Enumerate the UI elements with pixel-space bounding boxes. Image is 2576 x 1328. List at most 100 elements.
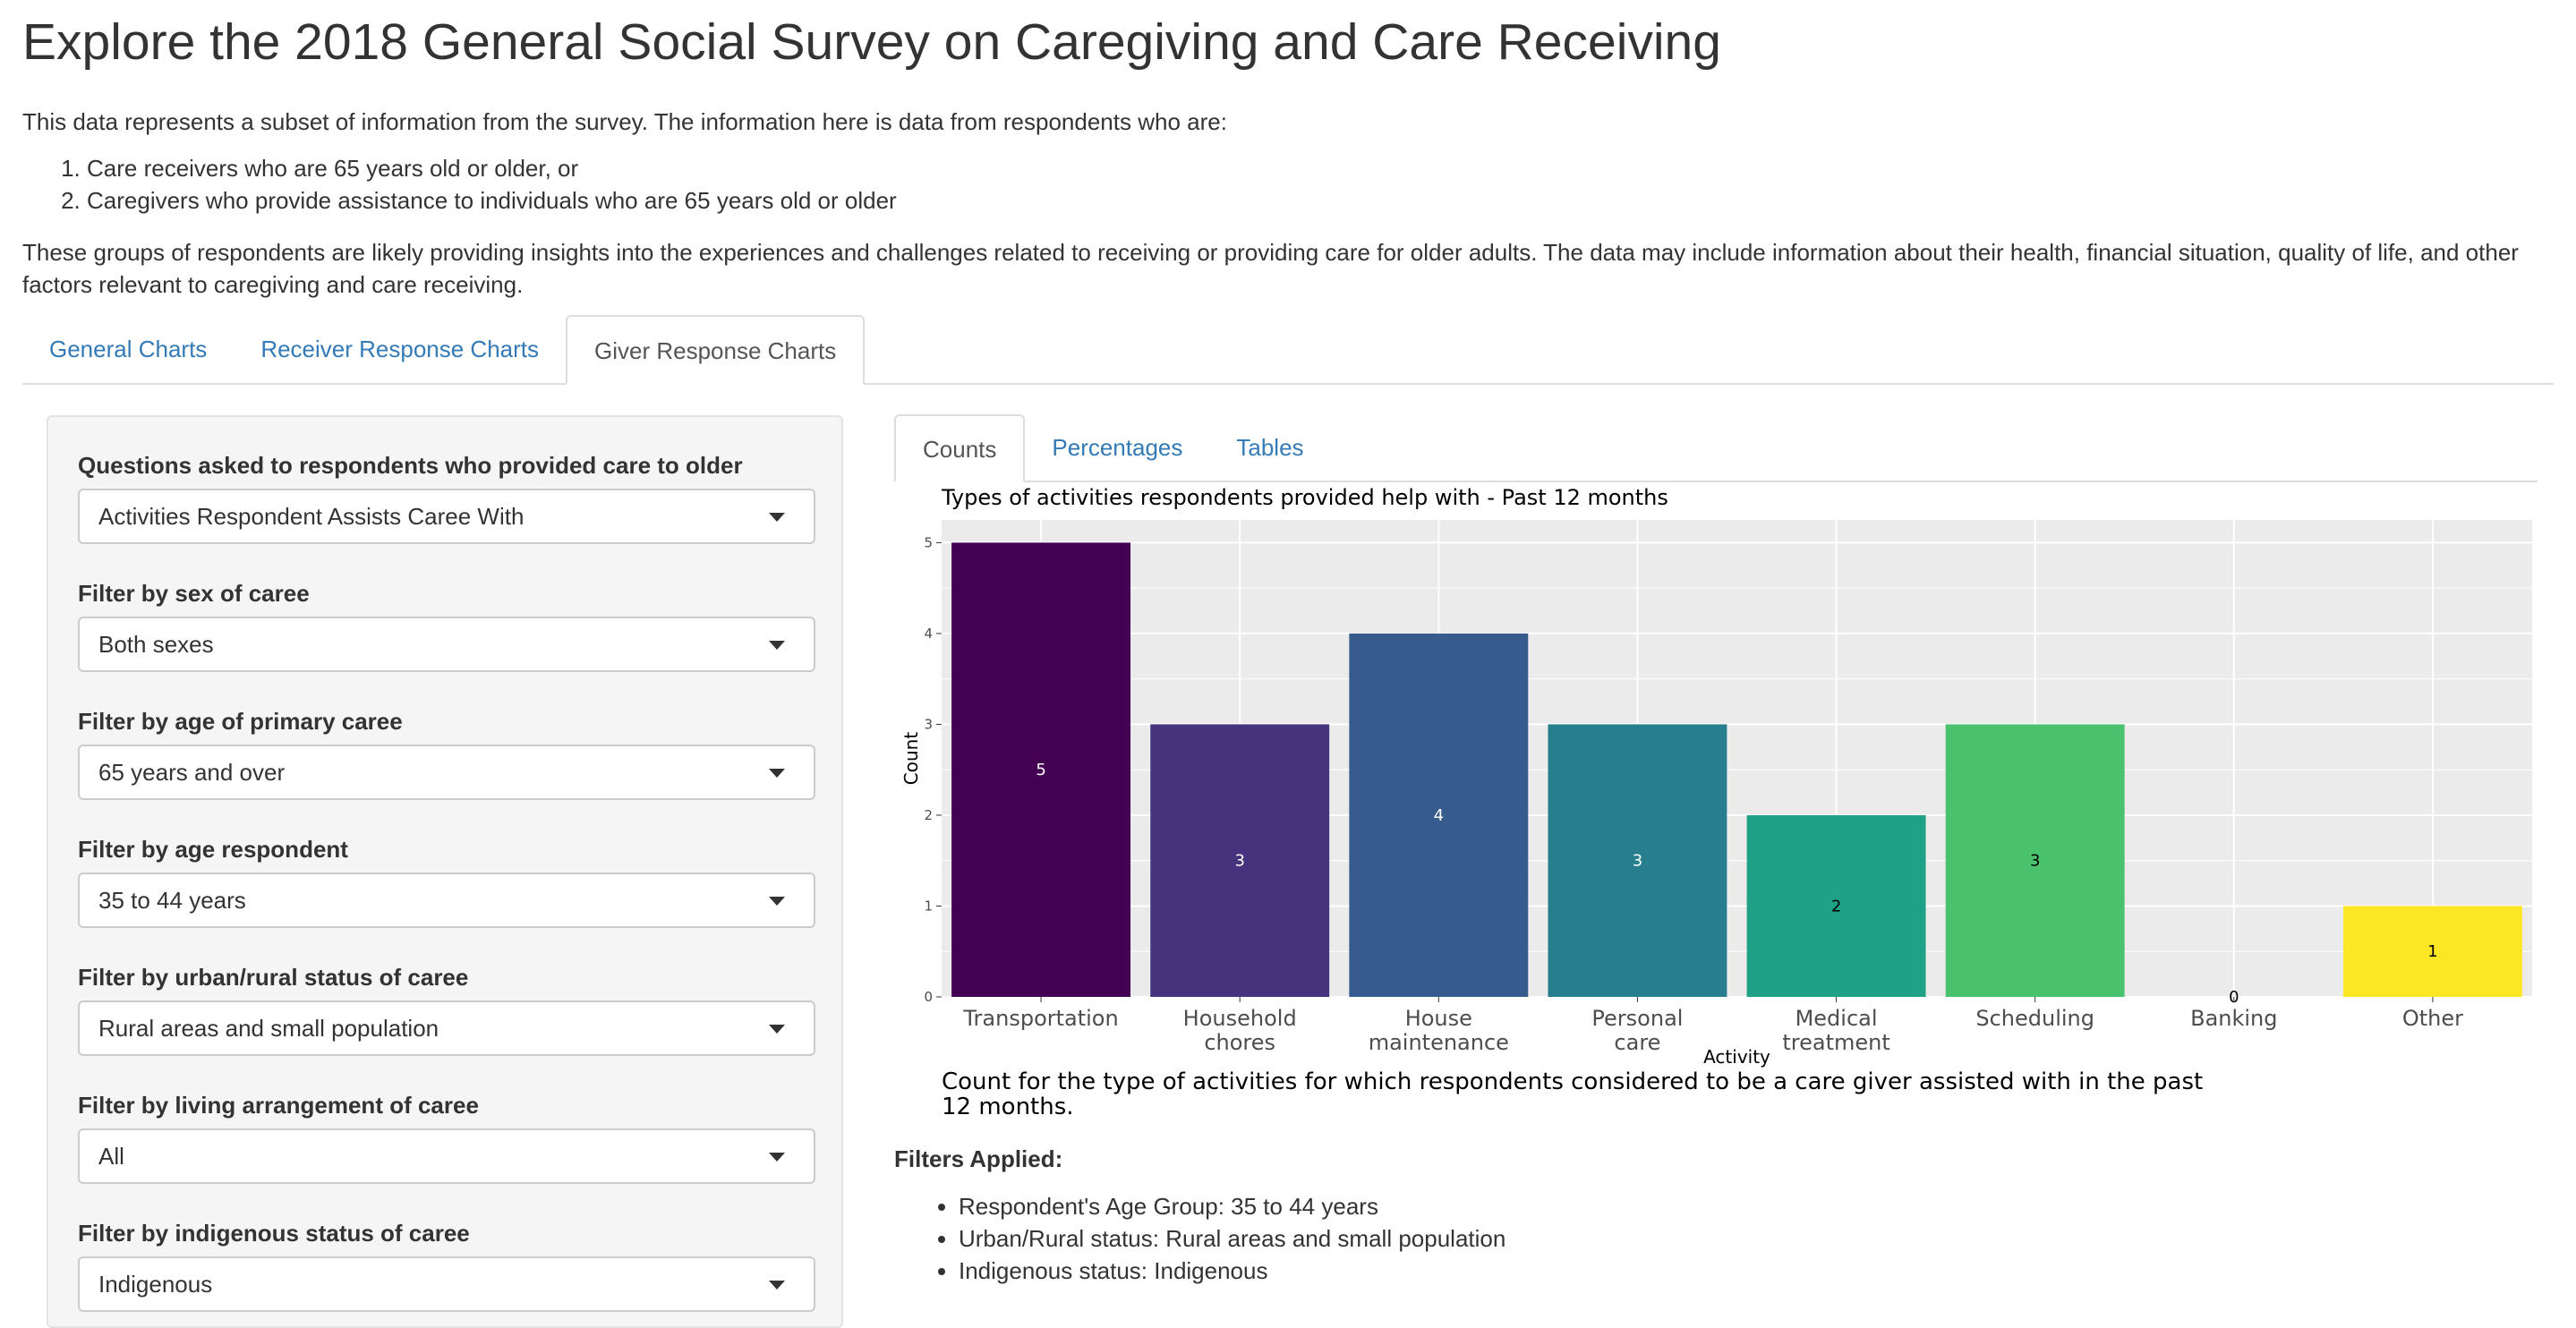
urban-rural-filter-label: Filter by urban/rural status of caree (78, 964, 469, 991)
x-tick-label: Personal care (1591, 1006, 1683, 1055)
caree-age-filter-group: Filter by age of primary caree 65 years … (78, 705, 815, 800)
respondent-age-filter-group: Filter by age respondent 35 to 44 years (78, 833, 815, 928)
chevron-down-icon (769, 1025, 785, 1034)
filters-applied-title: Filters Applied: (894, 1145, 1063, 1172)
chevron-down-icon (769, 897, 785, 906)
x-tick-label-line: Scheduling (1975, 1006, 2094, 1031)
x-tick-label-line: care (1614, 1030, 1660, 1055)
chevron-down-icon (769, 1153, 785, 1162)
chart-title: Types of activities respondents provided… (941, 485, 1668, 510)
sex-filter-group: Filter by sex of caree Both sexes (78, 577, 815, 672)
main-tab-bar: General Charts Receiver Response Charts … (22, 315, 2554, 385)
x-tick-label: Banking (2190, 1006, 2277, 1031)
sex-filter-select[interactable]: Both sexes (78, 617, 815, 672)
indigenous-filter-group: Filter by indigenous status of caree Ind… (78, 1217, 815, 1312)
list-item: Caregivers who provide assistance to ind… (87, 184, 897, 217)
list-item: Indigenous status: Indigenous (959, 1255, 1506, 1287)
x-tick-label: Medical treatment (1782, 1006, 1889, 1055)
living-arrangement-filter-group: Filter by living arrangement of caree Al… (78, 1089, 815, 1184)
y-axis-label: Count (900, 732, 922, 786)
y-tick-label: 2 (924, 807, 933, 823)
living-arrangement-filter-label: Filter by living arrangement of caree (78, 1092, 479, 1119)
page-title: Explore the 2018 General Social Survey o… (22, 13, 1721, 71)
respondent-age-filter-label: Filter by age respondent (78, 836, 348, 863)
y-tick-label: 5 (924, 534, 933, 550)
living-arrangement-filter-value: All (98, 1143, 124, 1170)
y-tick-label: 1 (924, 898, 933, 914)
activities-bar-chart: Types of activities respondents provided… (900, 485, 2532, 1068)
indigenous-filter-label: Filter by indigenous status of caree (78, 1220, 470, 1247)
urban-rural-filter-group: Filter by urban/rural status of caree Ru… (78, 961, 815, 1056)
sex-filter-value: Both sexes (98, 631, 214, 658)
x-tick-label: Other (2402, 1006, 2463, 1031)
urban-rural-filter-value: Rural areas and small population (98, 1015, 439, 1042)
bar-personal-care (1548, 724, 1727, 997)
x-tick-label: Transportation (962, 1006, 1118, 1031)
x-tick-label-line: House (1405, 1006, 1472, 1031)
x-tick-label-line: Medical (1796, 1006, 1878, 1031)
x-tick-label-line: Household (1183, 1006, 1297, 1031)
tab-giver-response-charts[interactable]: Giver Response Charts (566, 315, 866, 385)
y-tick-label: 4 (924, 626, 933, 642)
bar-medical-treatment (1746, 814, 1926, 997)
chart-tab-bar: Counts Percentages Tables (894, 414, 2538, 482)
bar-household-chores (1150, 724, 1330, 997)
description-text: These groups of respondents are likely p… (22, 239, 2519, 298)
filters-applied-list: Respondent's Age Group: 35 to 44 years U… (894, 1190, 1506, 1287)
bar-house-maintenance (1349, 633, 1529, 997)
caree-age-filter-label: Filter by age of primary caree (78, 708, 403, 735)
data-label: 1 (2427, 942, 2437, 961)
bar-other (2342, 906, 2522, 997)
caree-age-filter-select[interactable]: 65 years and over (78, 745, 815, 800)
urban-rural-filter-select[interactable]: Rural areas and small population (78, 1000, 815, 1056)
data-label: 2 (1831, 897, 1841, 915)
tab-tables[interactable]: Tables (1236, 434, 1304, 461)
caree-age-filter-value: 65 years and over (98, 759, 286, 786)
data-label: 3 (1234, 852, 1244, 871)
data-label: 3 (1633, 852, 1642, 871)
data-label: 5 (1036, 761, 1045, 779)
x-tick-label-line: Other (2402, 1006, 2463, 1031)
x-tick-label-line: maintenance (1369, 1030, 1509, 1055)
question-select[interactable]: Activities Respondent Assists Caree With (78, 489, 815, 544)
sex-filter-label: Filter by sex of caree (78, 580, 310, 607)
tab-general-charts[interactable]: General Charts (49, 336, 208, 362)
x-tick-label: Household chores (1183, 1006, 1297, 1055)
bar-scheduling (1945, 724, 2125, 997)
x-tick-label-line: chores (1204, 1030, 1275, 1055)
indigenous-filter-value: Indigenous (98, 1271, 213, 1298)
data-label: 3 (2030, 852, 2040, 871)
x-tick-label-line: Personal (1591, 1006, 1683, 1031)
tab-percentages[interactable]: Percentages (1052, 434, 1183, 461)
x-tick-label: Scheduling (1975, 1006, 2094, 1031)
x-tick-label-line: Banking (2190, 1006, 2277, 1031)
list-item: Respondent's Age Group: 35 to 44 years (959, 1190, 1506, 1222)
sidebar-filter-panel: Questions asked to respondents who provi… (47, 415, 843, 1328)
y-tick-label: 3 (924, 716, 933, 732)
tab-receiver-response-charts[interactable]: Receiver Response Charts (260, 336, 540, 362)
chart-caption: Count for the type of activities for whi… (942, 1068, 2204, 1120)
living-arrangement-filter-select[interactable]: All (78, 1128, 815, 1184)
respondent-groups-list: Care receivers who are 65 years old or o… (22, 152, 897, 217)
data-label: 4 (1434, 806, 1444, 825)
chevron-down-icon (769, 1281, 785, 1290)
respondent-age-filter-select[interactable]: 35 to 44 years (78, 873, 815, 928)
tab-counts[interactable]: Counts (894, 414, 1026, 482)
indigenous-filter-select[interactable]: Indigenous (78, 1256, 815, 1312)
question-select-group: Questions asked to respondents who provi… (78, 449, 815, 544)
chevron-down-icon (769, 769, 785, 778)
x-tick-label-line: treatment (1782, 1030, 1889, 1055)
intro-text: This data represents a subset of informa… (22, 108, 1227, 135)
x-tick-label: House maintenance (1369, 1006, 1509, 1055)
question-select-label: Questions asked to respondents who provi… (78, 452, 743, 511)
y-tick-label: 0 (924, 989, 933, 1005)
bar-transportation (951, 542, 1131, 997)
respondent-age-filter-value: 35 to 44 years (98, 887, 246, 914)
x-tick-label-line: Transportation (962, 1006, 1118, 1031)
question-select-value: Activities Respondent Assists Caree With (98, 503, 525, 530)
x-axis-label: Activity (1703, 1046, 1770, 1068)
list-item: Urban/Rural status: Rural areas and smal… (959, 1222, 1506, 1255)
chevron-down-icon (769, 513, 785, 522)
list-item: Care receivers who are 65 years old or o… (87, 152, 897, 184)
